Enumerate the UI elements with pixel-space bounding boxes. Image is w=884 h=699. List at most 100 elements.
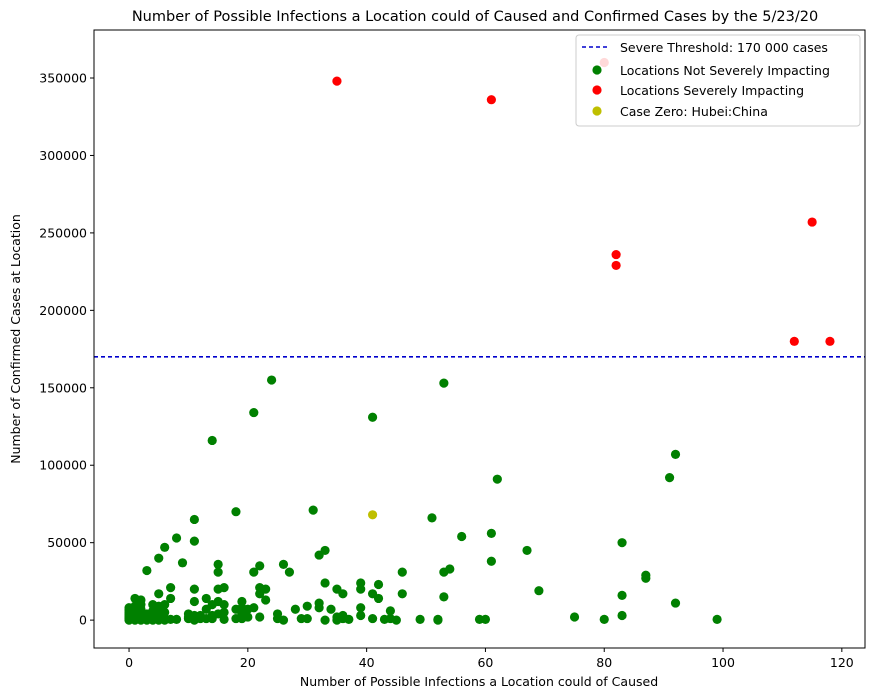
point-severe: [789, 336, 799, 346]
x-axis: 0 20 40 60 80 100 120: [125, 648, 854, 670]
y-tick-label: 300000: [39, 148, 87, 163]
point-not-severe: [189, 596, 199, 607]
point-not-severe: [367, 613, 378, 624]
x-tick-label: 40: [359, 655, 375, 670]
point-not-severe: [356, 610, 366, 621]
point-not-severe: [397, 589, 407, 599]
point-not-severe: [219, 582, 229, 593]
point-not-severe: [617, 590, 627, 600]
point-not-severe: [338, 589, 348, 599]
legend-marker-severe: [592, 85, 602, 95]
x-tick-label: 120: [830, 655, 854, 670]
point-not-severe: [397, 567, 407, 577]
point-not-severe: [166, 593, 176, 604]
point-not-severe: [171, 533, 182, 543]
point-not-severe: [439, 378, 449, 388]
point-not-severe: [522, 545, 532, 556]
point-not-severe: [166, 582, 176, 593]
point-not-severe: [314, 598, 324, 608]
legend-marker-case-zero: [592, 106, 602, 116]
point-not-severe: [160, 600, 170, 610]
point-not-severe: [486, 556, 496, 566]
point-not-severe: [189, 584, 199, 594]
point-not-severe: [326, 604, 336, 614]
point-not-severe: [154, 589, 164, 599]
point-not-severe: [670, 598, 681, 608]
point-not-severe: [290, 604, 300, 614]
point-not-severe: [433, 614, 443, 624]
point-not-severe: [284, 567, 295, 577]
point-not-severe: [617, 610, 627, 621]
point-not-severe: [302, 601, 312, 611]
point-not-severe: [308, 505, 318, 515]
point-not-severe: [219, 607, 229, 617]
point-not-severe: [249, 567, 259, 577]
point-not-severe: [320, 578, 330, 588]
point-not-severe: [261, 584, 271, 594]
point-not-severe: [344, 614, 354, 624]
point-not-severe: [189, 514, 199, 525]
point-not-severe: [219, 600, 229, 610]
point-not-severe: [177, 558, 188, 568]
point-not-severe: [320, 545, 330, 556]
y-tick-label: 50000: [47, 535, 87, 550]
x-axis-title: Number of Possible Infections a Location…: [300, 674, 658, 689]
legend-label-case-zero: Case Zero: Hubei:China: [620, 104, 768, 119]
point-not-severe: [391, 615, 401, 625]
point-not-severe: [171, 614, 182, 624]
point-severe: [611, 249, 621, 260]
point-not-severe: [160, 542, 170, 552]
point-not-severe: [243, 612, 253, 622]
point-not-severe: [272, 609, 283, 619]
point-not-severe: [670, 449, 681, 459]
legend-marker-not-severe: [592, 65, 602, 75]
point-not-severe: [356, 603, 366, 613]
point-severe: [332, 76, 342, 86]
point-severe: [486, 95, 496, 105]
point-not-severe: [641, 570, 651, 580]
point-not-severe: [142, 565, 152, 576]
point-not-severe: [231, 507, 241, 517]
legend-label-severe: Locations Severely Impacting: [620, 83, 804, 98]
chart-title: Number of Possible Infections a Location…: [132, 9, 818, 25]
y-tick-label: 350000: [39, 71, 87, 86]
y-axis: 0 50000 100000 150000 200000 250000 300000 3500…: [39, 71, 94, 628]
point-not-severe: [249, 603, 259, 613]
point-not-severe: [213, 559, 223, 569]
x-tick-label: 80: [596, 655, 612, 670]
point-not-severe: [160, 607, 170, 617]
point-not-severe: [136, 595, 146, 605]
x-tick-label: 20: [240, 655, 256, 670]
point-not-severe: [415, 614, 425, 624]
point-not-severe: [486, 528, 496, 538]
point-not-severe: [255, 612, 265, 622]
point-not-severe: [373, 579, 384, 590]
point-not-severe: [320, 615, 330, 625]
y-axis-title: Number of Confirmed Cases at Location: [8, 214, 23, 464]
legend-label-not-severe: Locations Not Severely Impacting: [620, 63, 830, 78]
point-not-severe: [249, 407, 259, 418]
legend-box: [575, 34, 861, 127]
y-tick-label: 0: [79, 613, 87, 628]
point-not-severe: [255, 561, 265, 571]
point-severe: [807, 217, 817, 227]
point-not-severe: [356, 578, 366, 588]
point-not-severe: [261, 595, 271, 605]
point-not-severe: [207, 435, 217, 446]
point-not-severe: [189, 536, 199, 546]
point-severe: [611, 260, 621, 271]
point-not-severe: [367, 412, 378, 422]
point-not-severe: [439, 592, 449, 602]
point-not-severe: [617, 538, 627, 548]
point-not-severe: [534, 586, 544, 596]
y-tick-label: 250000: [39, 225, 87, 240]
point-severe: [825, 336, 835, 346]
point-not-severe: [302, 613, 312, 624]
point-not-severe: [664, 473, 675, 483]
point-not-severe: [712, 614, 722, 624]
y-tick-label: 150000: [39, 380, 87, 395]
point-not-severe: [385, 606, 396, 616]
legend-label-threshold: Severe Threshold: 170 000 cases: [620, 40, 828, 55]
point-not-severe: [445, 564, 455, 574]
